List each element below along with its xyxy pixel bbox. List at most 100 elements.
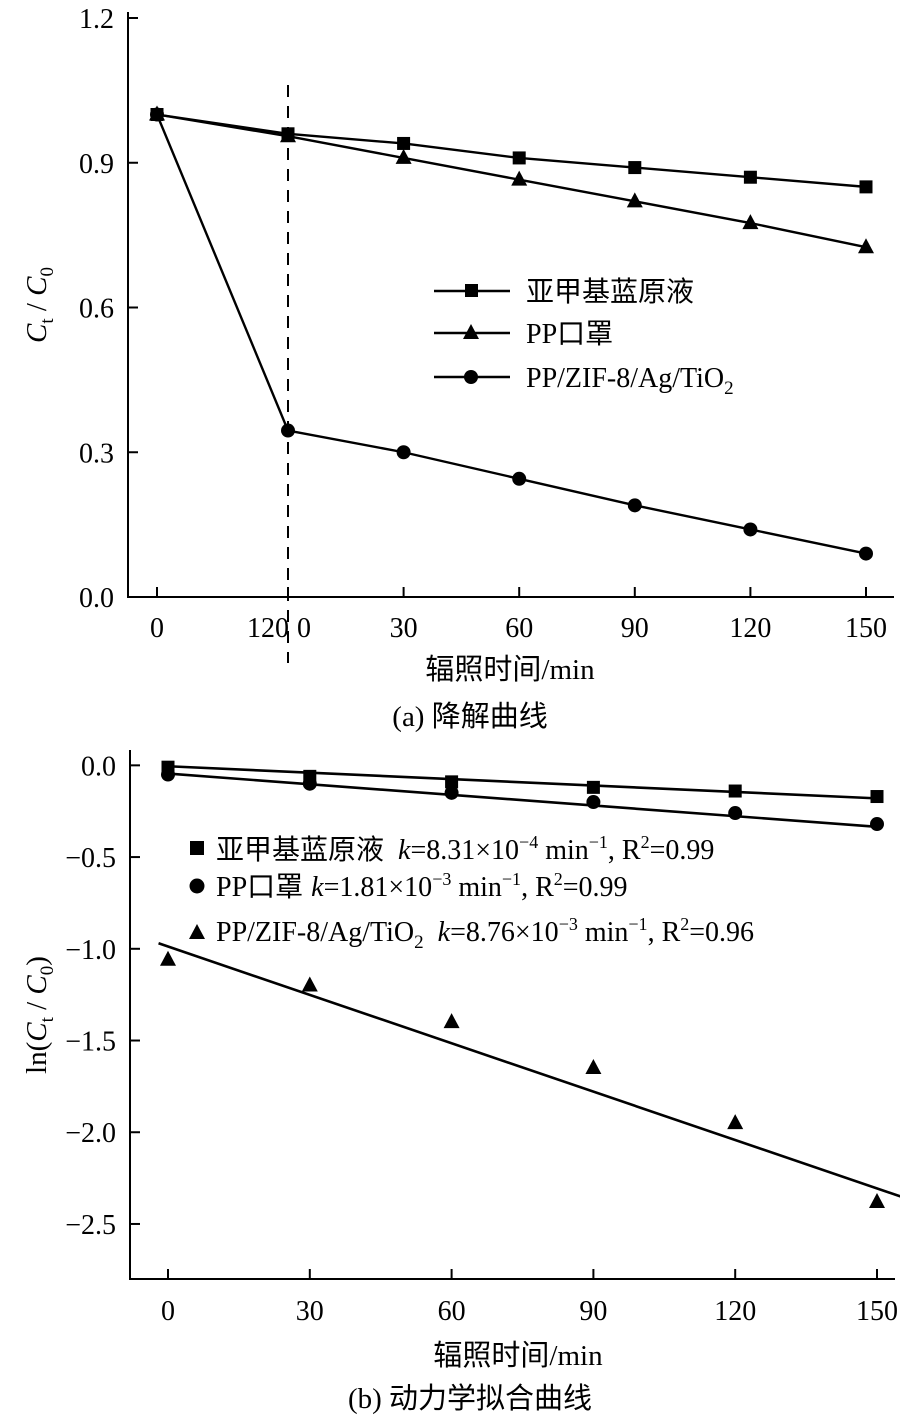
x-tick-label-b: 60 [438, 1296, 466, 1327]
fit-line-b-0 [167, 764, 878, 800]
data-point-b-1-0 [161, 767, 175, 782]
legend-b-item-1: PP口罩 k=1.81×10−3 min−1, R2=0.99 [189, 869, 628, 903]
data-point-b-0-3 [586, 780, 600, 794]
data-point-b-1-1 [302, 776, 317, 791]
y-tick-label-a: 1.2 [79, 4, 114, 35]
data-point-a-2-6 [859, 546, 873, 561]
x-tick-label-b: 120 [714, 1296, 756, 1327]
legend-a-item-1: PP口罩 [434, 319, 613, 350]
data-point-b-2-2 [443, 1013, 460, 1029]
legend-b-item-2: PP/ZIF-8/Ag/TiO2 k=8.76×10−3 min−1, R2=0.… [189, 914, 754, 953]
legend-b: 亚甲基蓝原液 k=8.31×10−4 min−1, R2=0.99 PP口罩 k=1… [189, 832, 754, 953]
data-point-b-0-4 [728, 784, 742, 798]
data-point-b-2-1 [301, 976, 318, 992]
x-tick-label-a: 150 [845, 613, 887, 644]
data-point-b-0-2 [445, 775, 459, 789]
data-point-a-2-5 [743, 522, 758, 537]
y-tick-label-a: 0.9 [79, 149, 114, 180]
data-point-b-2-4 [727, 1114, 744, 1130]
data-point-a-1-2 [395, 148, 412, 164]
y-ticks-a: 0.0 0.3 0.6 0.9 1.2 [79, 4, 138, 614]
y-tick-label-b: −1.0 [65, 935, 116, 966]
y-tick-label-b: −1.5 [65, 1027, 116, 1058]
legend-a-item-2: PP/ZIF-8/Ag/TiO2 [434, 363, 734, 399]
x-tick-label-a: 30 [390, 613, 418, 644]
data-point-b-1-5 [870, 817, 884, 832]
data-point-b-1-3 [586, 795, 601, 810]
series-line-a-2 [155, 114, 867, 555]
x-tick-label-a: 120 [729, 613, 771, 644]
y-tick-label-a: 0.6 [79, 294, 114, 325]
legend-b-item-0: 亚甲基蓝原液 k=8.31×10−4 min−1, R2=0.99 [190, 832, 714, 866]
data-point-a-1-4 [626, 192, 643, 208]
y-tick-label-a: 0.0 [79, 583, 114, 614]
y-tick-label-a: 0.3 [79, 438, 114, 469]
x-ticks-b: 0 30 60 90 120 150 [161, 1269, 898, 1327]
legend-a-marker-square [465, 284, 478, 297]
y-tick-label-b: −2.5 [65, 1210, 116, 1241]
data-point-a-2-3 [512, 471, 527, 486]
caption-a: (a) 降解曲线 [392, 700, 547, 733]
x-tick-label-a: 0 [150, 613, 164, 644]
series-line-a-0 [156, 113, 867, 189]
y-tick-label-b: −2.0 [65, 1118, 116, 1149]
legend-a: 亚甲基蓝原液 PP口罩 PP/ZIF-8/Ag/TiO2 [434, 276, 734, 399]
data-point-b-1-4 [728, 806, 743, 821]
x-tick-label-b: 30 [296, 1296, 324, 1327]
x-tick-label-a: 120 [247, 613, 289, 644]
fit-line-b-1 [167, 772, 878, 829]
caption-b: (b) 动力学拟合曲线 [348, 1382, 592, 1415]
legend-a-marker-triangle [463, 324, 479, 339]
data-point-a-0-6 [859, 180, 873, 194]
data-point-b-2-0 [160, 950, 176, 966]
x-ticks-a: 0 120 0 30 60 90 120 150 [150, 587, 887, 644]
series-b [158, 760, 900, 1208]
legend-b-label-0: 亚甲基蓝原液 k=8.31×10−4 min−1, R2=0.99 [216, 832, 714, 866]
data-point-a-2-2 [396, 445, 411, 460]
kinetic-fit-chart: 0.0 −0.5 −1.0 −1.5 −2.0 −2.5 0 30 60 90 120 150 ln… [21, 750, 900, 1415]
data-point-b-1-2 [444, 785, 459, 800]
legend-a-label-0: 亚甲基蓝原液 [526, 276, 694, 308]
series-line-a-1 [156, 113, 867, 249]
data-point-b-0-5 [870, 790, 884, 804]
data-point-a-0-4 [628, 161, 642, 175]
data-point-a-2-1 [281, 423, 295, 438]
data-point-a-1-3 [511, 170, 528, 186]
data-point-a-0-3 [512, 151, 526, 165]
y-axis-title-a: Ct / C0 [21, 267, 58, 343]
x-tick-label-b: 0 [161, 1296, 175, 1327]
y-tick-label-b: −0.5 [65, 843, 116, 874]
y-axis-title-b: ln(Ct / C0) [21, 956, 58, 1074]
degradation-chart: 0.0 0.3 0.6 0.9 1.2 0 120 0 30 60 90 120 150 Ct / C… [21, 4, 894, 733]
data-point-a-2-0 [150, 107, 164, 122]
data-point-a-0-2 [397, 136, 411, 150]
y-tick-label-b: 0.0 [81, 751, 116, 782]
data-point-a-1-6 [858, 238, 874, 254]
data-point-b-2-5 [869, 1192, 885, 1208]
data-point-a-0-5 [743, 170, 757, 184]
y-ticks-b: 0.0 −0.5 −1.0 −1.5 −2.0 −2.5 [65, 751, 140, 1241]
x-axis-title-b: 辐照时间/min [433, 1339, 603, 1372]
data-point-a-1-1 [280, 127, 296, 143]
legend-a-label-2: PP/ZIF-8/Ag/TiO2 [526, 363, 734, 399]
data-point-b-2-3 [585, 1059, 602, 1075]
x-tick-label-a: 0 [297, 613, 311, 644]
legend-a-item-0: 亚甲基蓝原液 [434, 276, 694, 308]
x-axis-title-a: 辐照时间/min [425, 653, 595, 686]
x-tick-label-a: 60 [505, 613, 533, 644]
legend-b-marker-square [190, 841, 204, 855]
series-a [149, 105, 874, 561]
x-tick-label-a: 90 [621, 613, 649, 644]
legend-a-label-1: PP口罩 [526, 319, 613, 350]
data-point-a-2-4 [627, 498, 642, 513]
legend-b-marker-triangle [189, 924, 205, 939]
x-tick-label-b: 150 [856, 1296, 898, 1327]
fit-line-b-2 [158, 942, 900, 1198]
legend-b-label-2: PP/ZIF-8/Ag/TiO2 k=8.76×10−3 min−1, R2=0.… [216, 914, 754, 953]
legend-a-marker-circle [464, 370, 478, 384]
x-tick-label-b: 90 [579, 1296, 607, 1327]
legend-b-marker-circle [189, 878, 205, 894]
data-point-a-1-5 [742, 214, 759, 230]
legend-b-label-1: PP口罩 k=1.81×10−3 min−1, R2=0.99 [216, 869, 628, 903]
